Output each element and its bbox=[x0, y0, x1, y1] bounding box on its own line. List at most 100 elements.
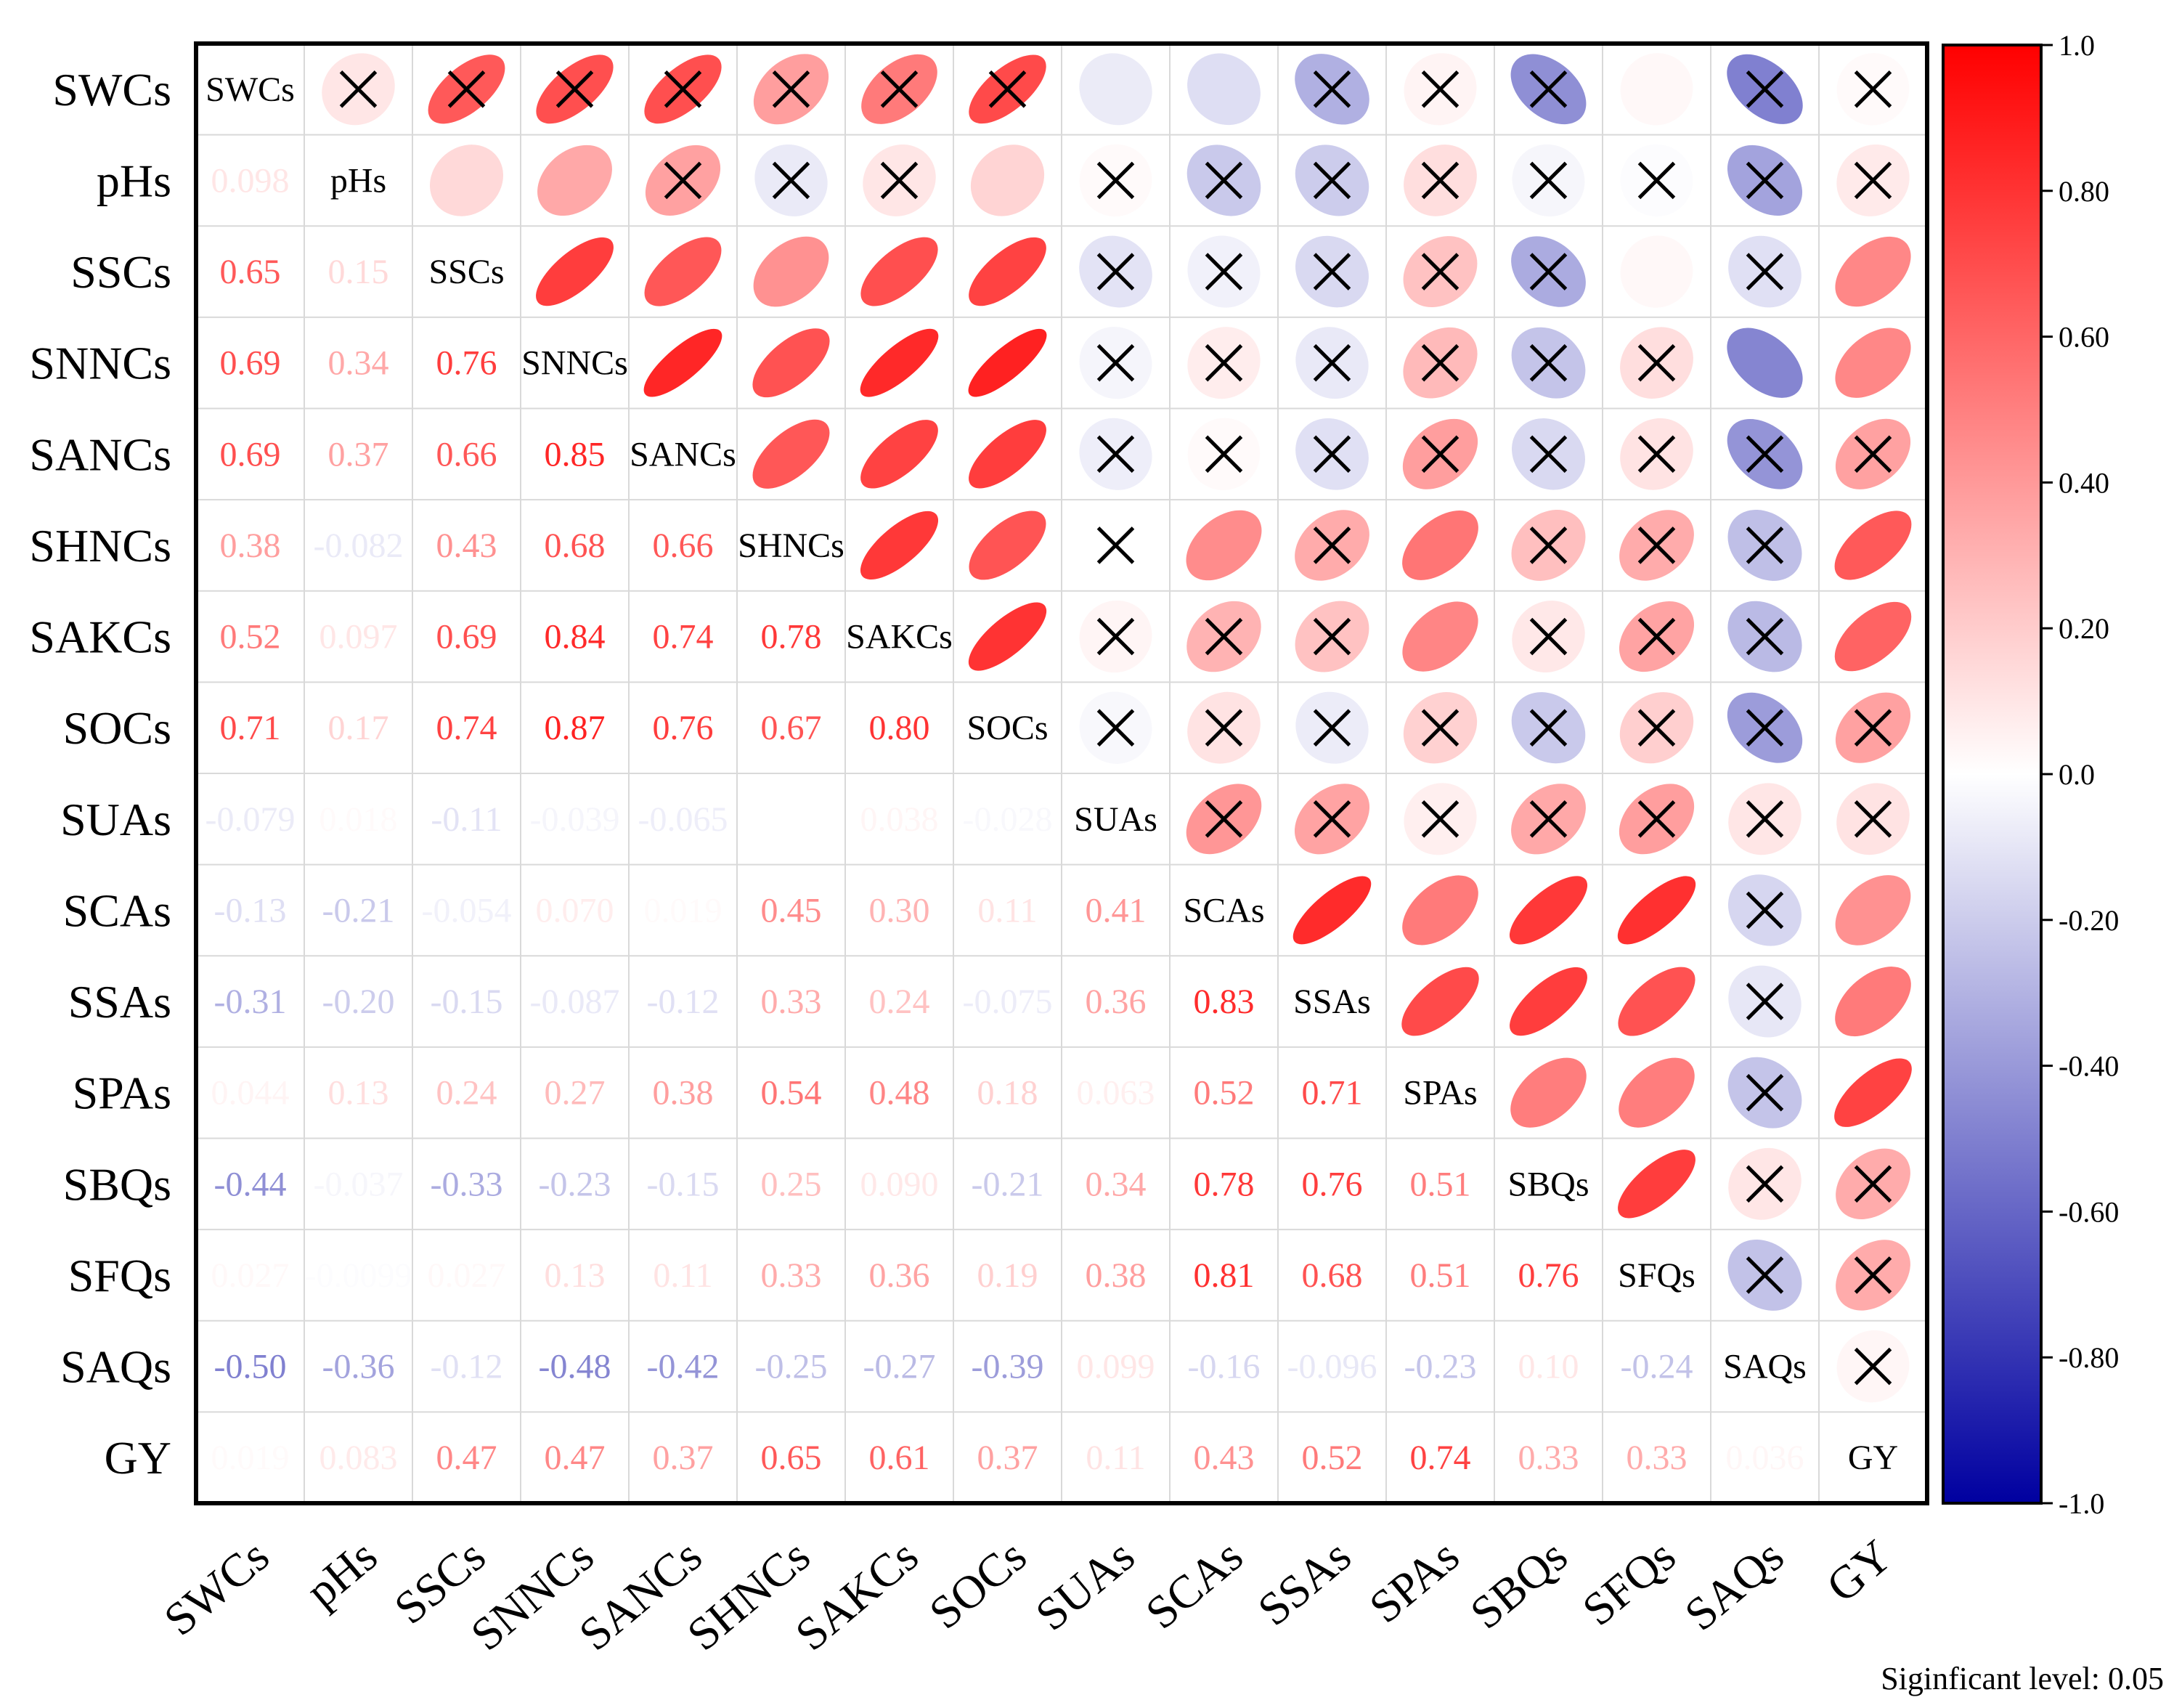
not-significant-cross-icon bbox=[1313, 800, 1351, 838]
not-significant-cross-icon bbox=[1096, 343, 1135, 382]
corr-ellipse bbox=[860, 328, 939, 397]
not-significant-cross-icon bbox=[1096, 435, 1135, 473]
corr-value-label: 0.51 bbox=[1410, 1256, 1471, 1295]
corr-value-label: 0.74 bbox=[436, 709, 497, 747]
corr-value-label: 0.87 bbox=[545, 709, 606, 747]
corr-ellipse bbox=[537, 145, 612, 216]
corr-ellipse bbox=[1509, 876, 1588, 945]
not-significant-cross-icon bbox=[447, 70, 486, 108]
corr-value-label: -0.42 bbox=[647, 1348, 720, 1386]
not-significant-cross-icon bbox=[1529, 435, 1568, 473]
corr-value-label: 0.070 bbox=[536, 891, 614, 930]
corr-value-label: 0.37 bbox=[653, 1439, 714, 1477]
corr-value-label: 0.69 bbox=[220, 344, 281, 383]
diagonal-label: GY bbox=[1848, 1439, 1898, 1477]
not-significant-cross-icon bbox=[1529, 617, 1568, 656]
corr-value-label: 0.33 bbox=[761, 1256, 822, 1295]
colorbar-tick-label: -1.0 bbox=[2059, 1487, 2104, 1520]
diagonal-label: SCAs bbox=[1183, 891, 1264, 930]
corr-value-label: 0.74 bbox=[653, 618, 714, 656]
corr-ellipse bbox=[1510, 967, 1587, 1036]
column-label: SWCs bbox=[155, 1529, 279, 1646]
not-significant-cross-icon bbox=[1746, 161, 1784, 200]
corr-value-label: 0.78 bbox=[761, 618, 822, 656]
not-significant-cross-icon bbox=[1746, 526, 1784, 564]
corr-value-label: 0.36 bbox=[869, 1256, 930, 1295]
row-label: SUAs bbox=[60, 794, 171, 845]
corr-ellipse bbox=[969, 237, 1046, 306]
corr-ellipse bbox=[860, 420, 938, 489]
not-significant-cross-icon bbox=[1205, 617, 1243, 656]
corr-value-label: 0.15 bbox=[328, 253, 389, 291]
corr-value-label: -0.12 bbox=[431, 1348, 503, 1386]
column-label: SOCs bbox=[919, 1529, 1035, 1638]
corr-value-label: 0.37 bbox=[977, 1439, 1038, 1477]
not-significant-cross-icon bbox=[1854, 800, 1892, 838]
not-significant-cross-icon bbox=[1854, 161, 1892, 200]
corr-ellipse bbox=[1727, 328, 1803, 398]
corr-value-label: 0.68 bbox=[545, 526, 606, 565]
corr-value-label: -0.087 bbox=[530, 983, 620, 1021]
corr-value-label: 0.11 bbox=[1086, 1439, 1145, 1477]
corr-value-label: 0.098 bbox=[211, 161, 290, 200]
not-significant-cross-icon bbox=[1313, 526, 1351, 564]
row-labels: SWCs pHs SSCs SNNCs SANCs SHNCs SAKCs SOCs SUAs S… bbox=[29, 64, 171, 1484]
diagonal-label: SNNCs bbox=[521, 344, 628, 383]
corr-value-label: -0.36 bbox=[322, 1348, 395, 1386]
corr-ellipse bbox=[1079, 53, 1152, 126]
not-significant-cross-icon bbox=[1637, 800, 1676, 838]
corr-value-label: 0.11 bbox=[653, 1256, 712, 1295]
corr-value-label: -0.39 bbox=[972, 1348, 1044, 1386]
corr-value-label: 0.027 bbox=[428, 1256, 506, 1295]
not-significant-cross-icon bbox=[1746, 70, 1784, 108]
corr-ellipse bbox=[1618, 1150, 1695, 1219]
not-significant-cross-icon bbox=[880, 70, 919, 108]
corr-value-label: 0.84 bbox=[545, 618, 606, 656]
corr-value-label: 0.37 bbox=[328, 435, 389, 473]
not-significant-cross-icon bbox=[1529, 526, 1568, 564]
corr-value-label: -0.21 bbox=[972, 1165, 1044, 1203]
not-significant-cross-icon bbox=[1205, 343, 1243, 382]
corr-value-label: 0.81 bbox=[1194, 1256, 1255, 1295]
corr-value-label: -0.44 bbox=[214, 1165, 287, 1203]
corr-value-label: 0.083 bbox=[319, 1439, 398, 1477]
corr-value-label: 0.69 bbox=[220, 435, 281, 473]
corr-value-label: -0.11 bbox=[431, 800, 502, 839]
corr-value-label: 0.24 bbox=[869, 983, 930, 1021]
corr-value-label: -0.039 bbox=[530, 800, 620, 839]
column-label: SUAs bbox=[1026, 1529, 1144, 1640]
corr-ellipse bbox=[1402, 601, 1478, 672]
not-significant-cross-icon bbox=[1313, 70, 1351, 108]
corr-value-label: 0.76 bbox=[436, 344, 497, 383]
corr-value-label: -0.065 bbox=[638, 800, 728, 839]
corr-ellipse bbox=[1186, 510, 1262, 581]
diagonal-label: SBQs bbox=[1507, 1165, 1589, 1203]
corr-ellipse bbox=[1292, 876, 1372, 945]
corr-value-label: 0.24 bbox=[436, 1074, 497, 1113]
corr-value-label: 0.019 bbox=[644, 891, 722, 930]
colorbar-tick-label: 0.80 bbox=[2059, 175, 2109, 208]
corr-ellipse bbox=[860, 511, 939, 580]
not-significant-cross-icon bbox=[772, 70, 810, 108]
corr-ellipse bbox=[860, 237, 938, 306]
colorbar-tick-label: 0.0 bbox=[2059, 758, 2095, 791]
row-label: SOCs bbox=[63, 702, 171, 754]
corr-value-label: -0.20 bbox=[322, 983, 395, 1021]
column-label: SCAs bbox=[1136, 1529, 1252, 1638]
not-significant-cross-icon bbox=[1205, 253, 1243, 290]
corr-value-label: 0.74 bbox=[1410, 1439, 1471, 1477]
corr-value-label: -0.23 bbox=[539, 1165, 611, 1203]
not-significant-cross-icon bbox=[1746, 435, 1784, 473]
corr-value-label: 0.47 bbox=[436, 1439, 497, 1477]
corr-value-label: 0.33 bbox=[1627, 1439, 1688, 1477]
colorbar-tick-label: 0.20 bbox=[2059, 612, 2109, 645]
not-significant-cross-icon bbox=[1313, 161, 1351, 200]
corr-value-label: -0.16 bbox=[1188, 1348, 1261, 1386]
corr-ellipse bbox=[968, 328, 1047, 397]
not-significant-cross-icon bbox=[1096, 709, 1135, 747]
not-significant-cross-icon bbox=[988, 70, 1027, 108]
corr-ellipse bbox=[1834, 511, 1912, 580]
corr-value-label: 0.65 bbox=[220, 253, 281, 291]
corr-value-label: 0.52 bbox=[220, 618, 281, 656]
colorbar-tick-label: -0.20 bbox=[2059, 904, 2119, 937]
